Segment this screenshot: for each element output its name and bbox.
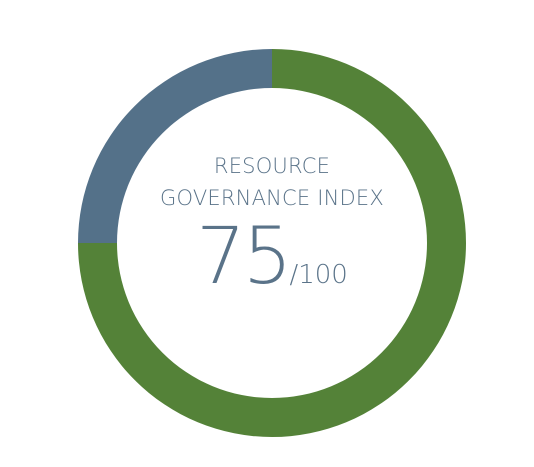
score-readout: 75/100 xyxy=(122,218,422,296)
score-max: /100 xyxy=(289,260,348,290)
score-value: 75 xyxy=(196,212,292,302)
gauge-title-line-1: RESOURCE xyxy=(213,154,331,178)
gauge-title-line-2: GOVERNANCE INDEX xyxy=(160,186,384,210)
donut-slice-2 xyxy=(78,49,272,243)
